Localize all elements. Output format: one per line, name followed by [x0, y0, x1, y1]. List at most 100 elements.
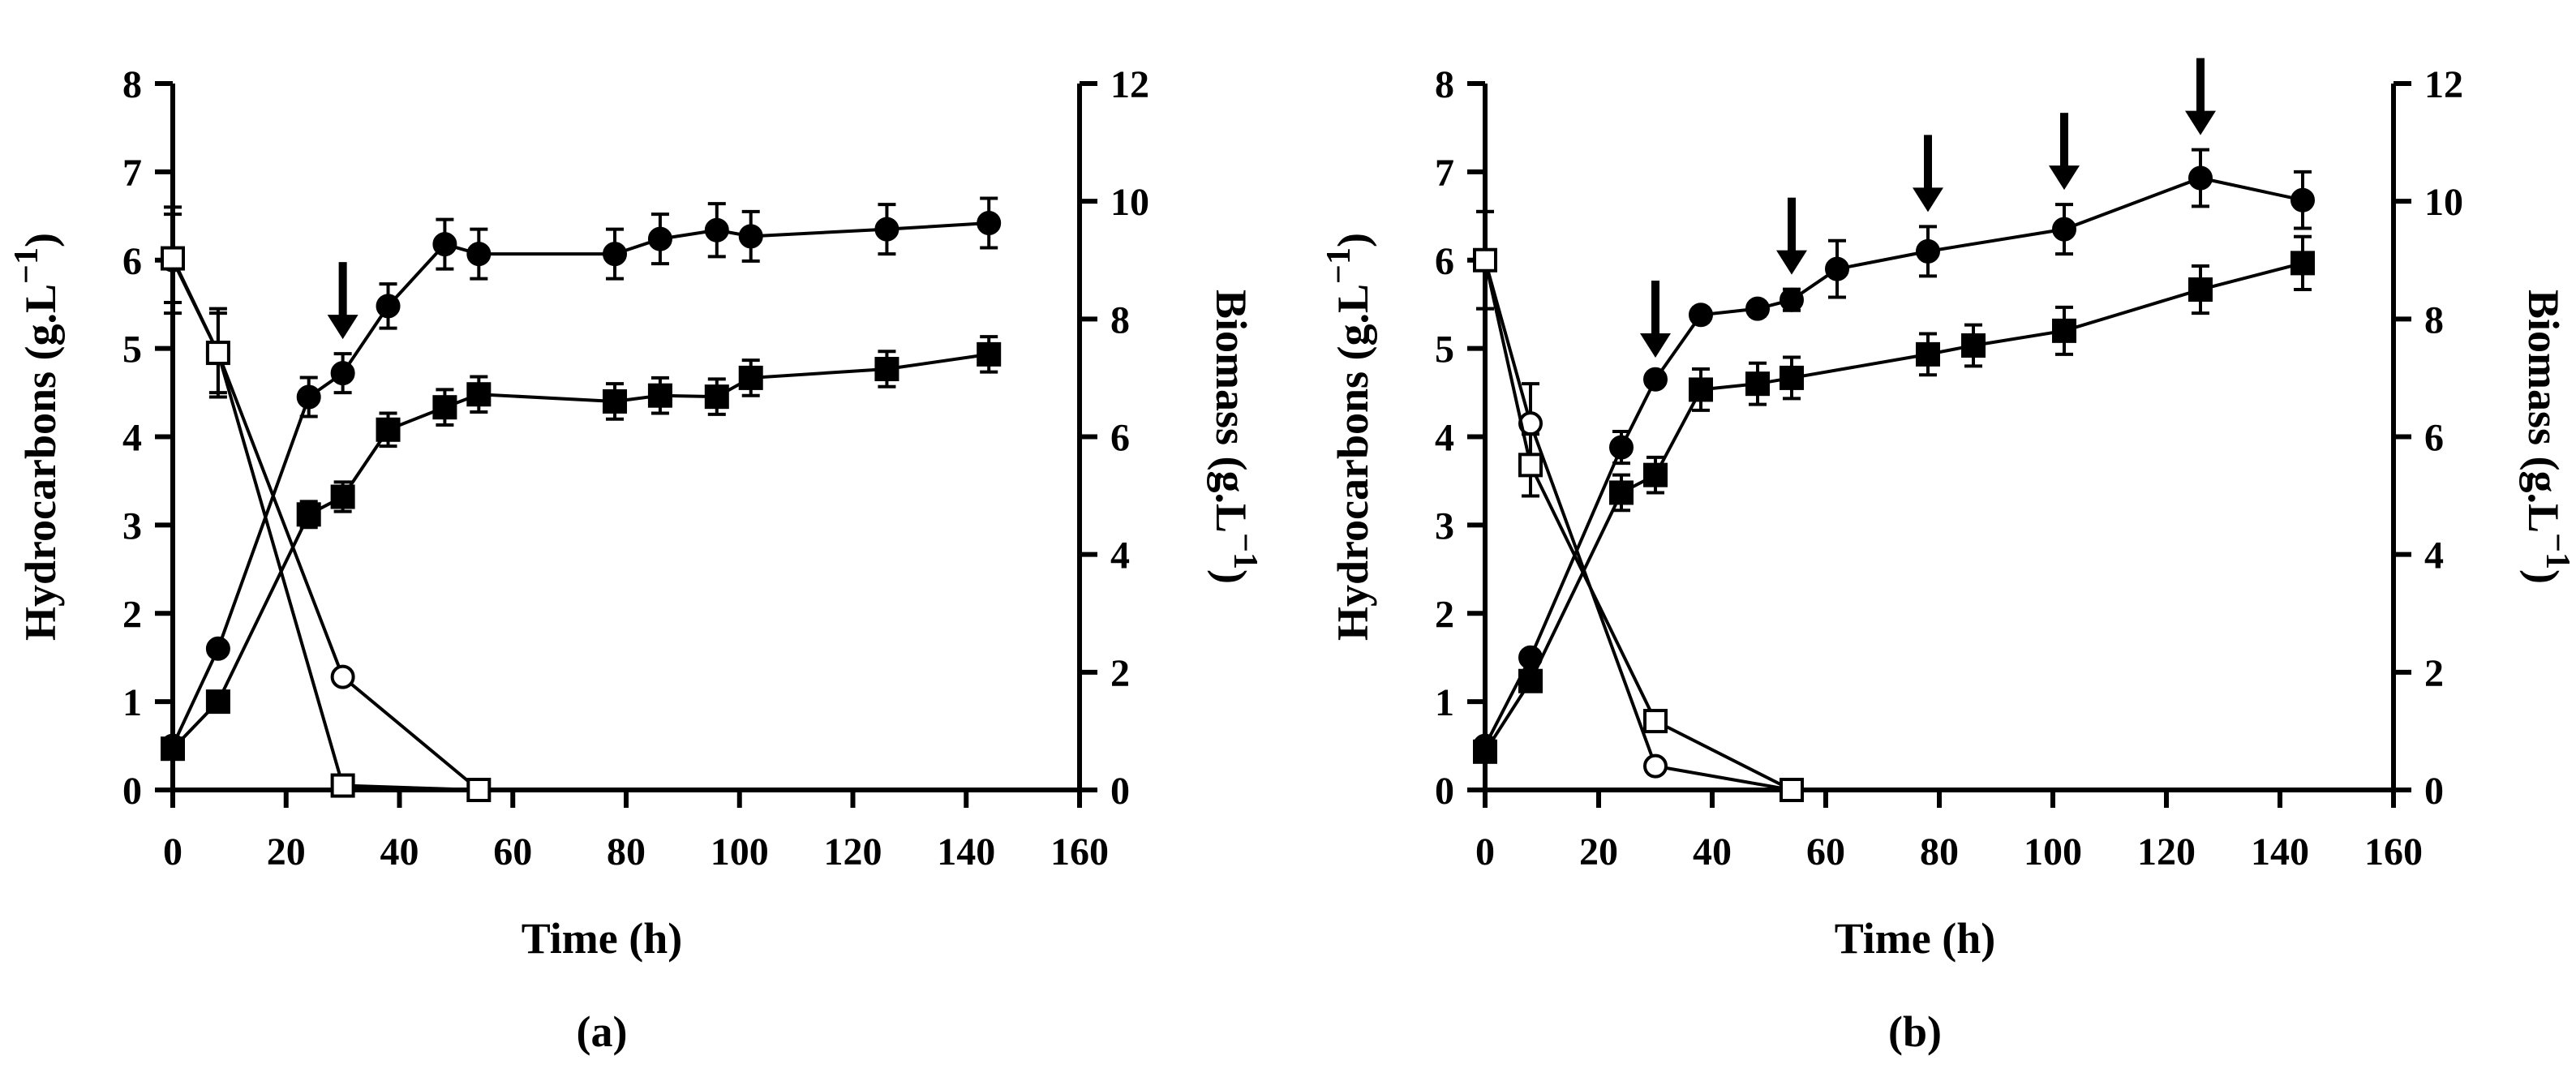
series-filled-square: [161, 335, 1002, 762]
data-point-filled-circle: [1825, 256, 1849, 281]
chart-panel-a: 0 20 40 60 80 100 120 140 160012345678024681012T…: [8, 63, 1264, 1056]
data-point-open-square: [1780, 778, 1804, 802]
y-left-tick-label: 7: [122, 152, 142, 195]
series-open-square: [161, 212, 492, 802]
x-tick-label: 60: [1806, 831, 1845, 873]
y-right-title-close: ): [1207, 569, 1256, 584]
series-line-filled-square: [1483, 261, 2303, 753]
series-line-filled-circle: [171, 221, 990, 747]
data-point-filled-square: [1916, 341, 1940, 367]
y-right-title-main: Biomass (g.L: [2519, 290, 2568, 533]
data-point-filled-circle: [1745, 296, 1770, 321]
x-tick-label: 80: [1920, 831, 1959, 873]
feed-arrow: [327, 262, 358, 340]
y-left-tick-label: 5: [1435, 328, 1454, 371]
x-tick-label: 120: [2137, 831, 2196, 873]
y-right-tick-label: 12: [1110, 63, 1149, 106]
data-point-open-circle: [1643, 753, 1668, 779]
y-right-title-superscript: −1: [2539, 533, 2576, 569]
series-filled-circle: [161, 196, 1002, 758]
data-point-filled-circle: [2188, 165, 2213, 191]
data-point-filled-square: [2188, 277, 2213, 303]
data-point-filled-circle: [874, 217, 899, 242]
y-axis-left-title: Hydrocarbons (g.L−1): [8, 233, 65, 641]
data-point-filled-square: [1643, 462, 1668, 487]
y-left-tick-label: 3: [1435, 504, 1454, 547]
y-left-tick-label: 1: [122, 681, 142, 724]
data-point-filled-circle: [296, 384, 321, 410]
data-point-open-square: [1643, 709, 1668, 734]
series-line-open-circle: [1483, 260, 1792, 792]
data-point-filled-circle: [2052, 217, 2076, 242]
data-point-filled-square: [205, 689, 230, 715]
feed-arrow-shaft: [1924, 135, 1932, 192]
x-tick-label: 60: [493, 831, 532, 873]
data-point-filled-square: [1961, 333, 1986, 358]
feed-arrow-head: [2185, 110, 2216, 135]
data-point-filled-square: [2290, 251, 2315, 276]
x-tick-label: 20: [1579, 831, 1618, 873]
y-left-tick-label: 4: [1435, 417, 1454, 460]
y-left-tick-label: 6: [122, 240, 142, 283]
y-right-tick-label: 0: [2424, 770, 2444, 813]
data-point-filled-square: [977, 341, 1002, 367]
y-right-tick-label: 6: [2424, 417, 2444, 460]
data-point-filled-square: [2052, 318, 2076, 343]
data-point-open-square: [205, 341, 230, 366]
y-left-tick-label: 2: [1435, 593, 1454, 636]
x-tick-label: 80: [607, 831, 646, 873]
data-point-open-square: [1473, 247, 1497, 273]
x-tick-label: 40: [380, 831, 419, 873]
x-axis-title: Time (h): [1835, 914, 1996, 963]
series-open-square: [1473, 209, 1804, 802]
y-axis-right-title: Biomass (g.L−1): [1207, 290, 1264, 584]
data-point-filled-circle: [376, 294, 401, 319]
series-filled-circle: [1473, 148, 2315, 758]
y-right-title-superscript: −1: [1226, 533, 1264, 569]
feed-arrow-head: [1913, 187, 1943, 212]
y-left-tick-label: 8: [1435, 63, 1454, 106]
data-point-filled-circle: [205, 636, 230, 661]
x-axis-title: Time (h): [522, 914, 683, 963]
data-point-filled-square: [1745, 371, 1770, 397]
y-right-tick-label: 6: [1110, 417, 1130, 460]
y-right-tick-label: 4: [1110, 534, 1130, 577]
data-point-filled-circle: [432, 232, 457, 257]
series-line-filled-circle: [1483, 176, 2303, 747]
y-right-tick-label: 8: [2424, 298, 2444, 341]
data-point-filled-square: [1518, 668, 1543, 693]
y-right-tick-label: 8: [1110, 298, 1130, 341]
feed-arrow: [2185, 58, 2216, 135]
y-left-tick-label: 8: [122, 63, 142, 106]
y-right-tick-label: 2: [1110, 652, 1130, 695]
y-right-tick-label: 10: [2424, 181, 2463, 224]
data-point-filled-circle: [738, 224, 763, 249]
data-point-filled-square: [704, 384, 729, 410]
feed-arrow-shaft: [2060, 113, 2068, 170]
feed-arrow-head: [2049, 165, 2080, 191]
feed-arrow-head: [1640, 333, 1671, 358]
data-point-filled-square: [432, 395, 457, 420]
y-left-title-superscript: −1: [1320, 247, 1358, 284]
y-left-tick-label: 0: [1435, 770, 1454, 813]
feed-arrow-shaft: [1651, 281, 1659, 338]
y-left-tick-label: 6: [1435, 240, 1454, 283]
feed-arrow: [1776, 197, 1807, 275]
y-right-title-close: ): [2519, 569, 2568, 584]
x-tick-label: 160: [1050, 831, 1109, 873]
data-point-filled-circle: [1643, 367, 1668, 392]
x-tick-label: 40: [1693, 831, 1732, 873]
x-tick-label: 0: [1475, 831, 1495, 873]
feed-arrow-shaft: [1788, 197, 1796, 255]
x-tick-label: 140: [2251, 831, 2309, 873]
series-filled-square: [1473, 234, 2315, 764]
data-point-filled-square: [161, 736, 185, 762]
data-point-open-square: [466, 778, 492, 802]
series-line-open-square: [171, 257, 479, 792]
data-point-filled-square: [874, 357, 899, 382]
data-point-filled-square: [1780, 365, 1804, 390]
data-point-filled-square: [603, 388, 628, 414]
x-tick-label: 100: [711, 831, 769, 873]
y-left-tick-label: 2: [122, 593, 142, 636]
y-right-tick-label: 12: [2424, 63, 2463, 106]
